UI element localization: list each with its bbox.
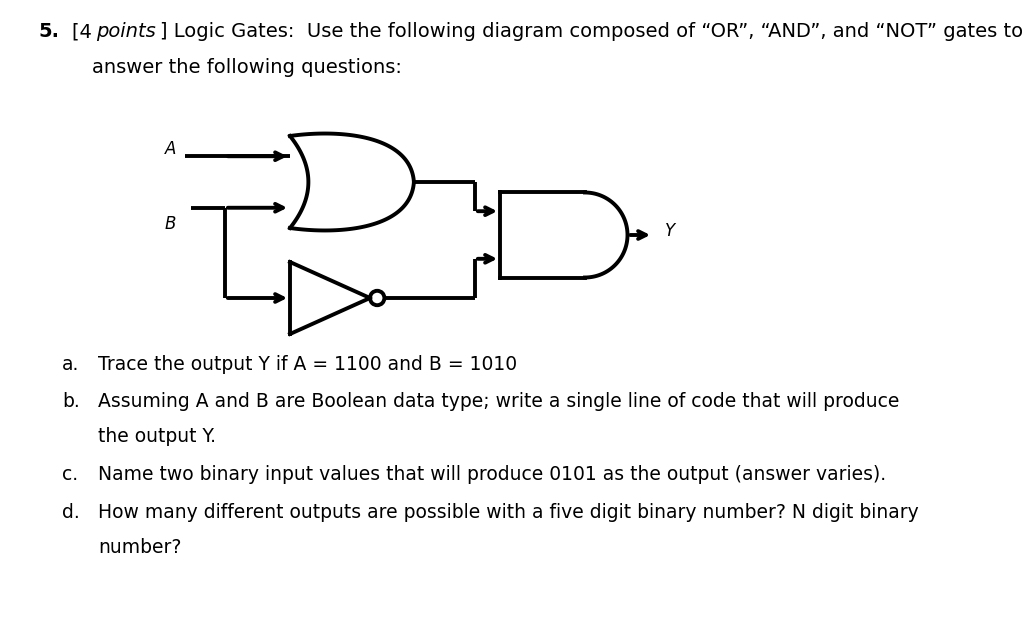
Text: points: points	[96, 22, 156, 41]
Text: a.: a.	[62, 355, 80, 374]
Text: c.: c.	[62, 465, 78, 484]
Text: b.: b.	[62, 392, 80, 411]
Text: Y: Y	[665, 222, 675, 240]
Text: number?: number?	[98, 538, 181, 557]
Text: [4: [4	[72, 22, 98, 41]
Text: B: B	[165, 215, 176, 233]
Text: answer the following questions:: answer the following questions:	[92, 58, 401, 77]
Text: 5.: 5.	[38, 22, 59, 41]
Text: Name two binary input values that will produce 0101 as the output (answer varies: Name two binary input values that will p…	[98, 465, 886, 484]
Text: Trace the output Y if A = 1100 and B = 1010: Trace the output Y if A = 1100 and B = 1…	[98, 355, 517, 374]
Text: d.: d.	[62, 503, 80, 522]
Text: the output Y.: the output Y.	[98, 427, 216, 446]
Text: Assuming A and B are Boolean data type; write a single line of code that will pr: Assuming A and B are Boolean data type; …	[98, 392, 899, 411]
Text: A: A	[165, 140, 176, 158]
Text: How many different outputs are possible with a five digit binary number? N digit: How many different outputs are possible …	[98, 503, 919, 522]
Text: ] Logic Gates:  Use the following diagram composed of “OR”, “AND”, and “NOT” gat: ] Logic Gates: Use the following diagram…	[160, 22, 1023, 41]
